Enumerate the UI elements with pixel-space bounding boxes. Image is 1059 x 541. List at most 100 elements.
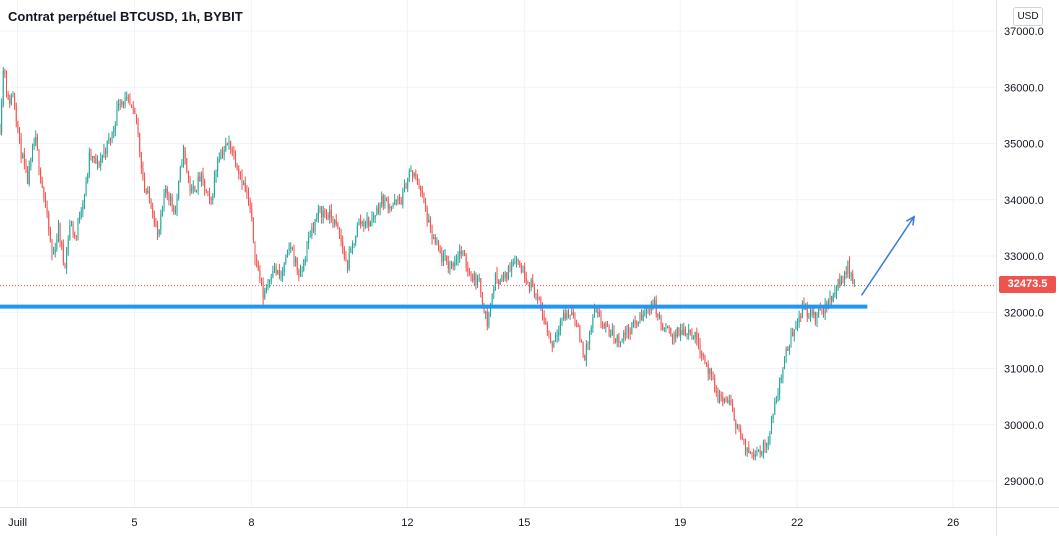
candle-body bbox=[199, 176, 201, 182]
candle bbox=[392, 202, 394, 209]
candle bbox=[197, 171, 199, 195]
candle-body bbox=[533, 286, 535, 297]
candle-body bbox=[636, 323, 638, 325]
candle-body bbox=[546, 323, 548, 333]
candle bbox=[353, 242, 355, 249]
candle-body bbox=[106, 140, 108, 154]
trend-arrow-line[interactable] bbox=[860, 216, 915, 296]
currency-button[interactable]: USD bbox=[1013, 7, 1043, 26]
candle bbox=[733, 407, 735, 422]
candle-body bbox=[707, 364, 709, 374]
candle bbox=[381, 191, 383, 208]
candle bbox=[613, 325, 615, 345]
candle bbox=[699, 338, 701, 359]
candle-body bbox=[678, 327, 680, 336]
candle-body bbox=[10, 96, 12, 104]
candle-body bbox=[725, 398, 727, 402]
candle bbox=[178, 180, 180, 201]
candle bbox=[498, 279, 500, 290]
candle-body bbox=[593, 308, 595, 317]
candle-body bbox=[342, 241, 344, 250]
candle-body bbox=[704, 356, 706, 363]
candle-body bbox=[504, 272, 506, 278]
candle bbox=[40, 167, 42, 184]
candle-body bbox=[821, 309, 823, 311]
candle-body bbox=[23, 154, 25, 165]
candle bbox=[455, 254, 457, 266]
candle-body bbox=[629, 332, 631, 334]
candle-body bbox=[811, 309, 813, 315]
candle-body bbox=[668, 326, 670, 328]
candle-body bbox=[129, 98, 131, 105]
candle bbox=[80, 207, 82, 220]
candle bbox=[343, 246, 345, 261]
candle-body bbox=[368, 217, 370, 227]
candle-body bbox=[800, 316, 802, 318]
candle-body bbox=[83, 194, 85, 204]
candle bbox=[844, 270, 846, 287]
candle-body bbox=[449, 267, 451, 269]
candle-body bbox=[9, 99, 11, 104]
candle-body bbox=[438, 242, 440, 251]
candle-body bbox=[470, 272, 472, 279]
candle bbox=[421, 185, 423, 198]
candle bbox=[509, 262, 511, 273]
candle-body bbox=[298, 270, 300, 277]
candle bbox=[686, 332, 688, 340]
candle bbox=[337, 221, 339, 230]
x-tick-label: 12 bbox=[401, 517, 413, 529]
candle-body bbox=[231, 149, 233, 152]
candle-body bbox=[218, 158, 220, 163]
candle-body bbox=[394, 199, 396, 205]
candle-body bbox=[210, 197, 212, 200]
candle-body bbox=[434, 237, 436, 244]
candle-body bbox=[124, 98, 126, 105]
candle bbox=[246, 185, 248, 199]
candle bbox=[639, 311, 641, 324]
candle-body bbox=[274, 266, 276, 272]
candle bbox=[485, 310, 487, 320]
candle bbox=[459, 244, 461, 263]
candle-body bbox=[806, 307, 808, 317]
candle bbox=[230, 140, 232, 155]
candle bbox=[267, 278, 269, 291]
candle bbox=[814, 311, 816, 326]
candle-body bbox=[452, 262, 454, 267]
candle-body bbox=[733, 407, 735, 421]
candle bbox=[285, 254, 287, 265]
candle-body bbox=[366, 217, 368, 225]
candle bbox=[756, 446, 758, 457]
candle bbox=[684, 326, 686, 337]
candle bbox=[681, 323, 683, 336]
candle-body bbox=[842, 275, 844, 281]
x-tick-label: 19 bbox=[674, 517, 686, 529]
candle-body bbox=[592, 316, 594, 328]
candle bbox=[325, 208, 327, 220]
candle bbox=[93, 155, 95, 164]
candle-body bbox=[361, 221, 363, 224]
candle bbox=[706, 362, 708, 368]
candle bbox=[580, 339, 582, 343]
candle bbox=[64, 262, 66, 269]
candle-body bbox=[660, 314, 662, 325]
candle-body bbox=[712, 376, 714, 379]
candle bbox=[384, 194, 386, 209]
candle-body bbox=[35, 136, 37, 144]
candle-body bbox=[377, 207, 379, 213]
candle-body bbox=[853, 282, 855, 284]
candle bbox=[722, 391, 724, 407]
candle bbox=[600, 310, 602, 329]
candle-body bbox=[732, 403, 734, 408]
candle bbox=[538, 296, 540, 301]
candle bbox=[642, 309, 644, 322]
candle-body bbox=[134, 107, 136, 115]
candle-body bbox=[54, 249, 56, 253]
candle bbox=[364, 220, 366, 229]
candle-body bbox=[595, 308, 597, 312]
candle bbox=[766, 442, 768, 453]
candle-body bbox=[308, 237, 310, 244]
candle bbox=[777, 388, 779, 402]
candle bbox=[447, 255, 449, 274]
